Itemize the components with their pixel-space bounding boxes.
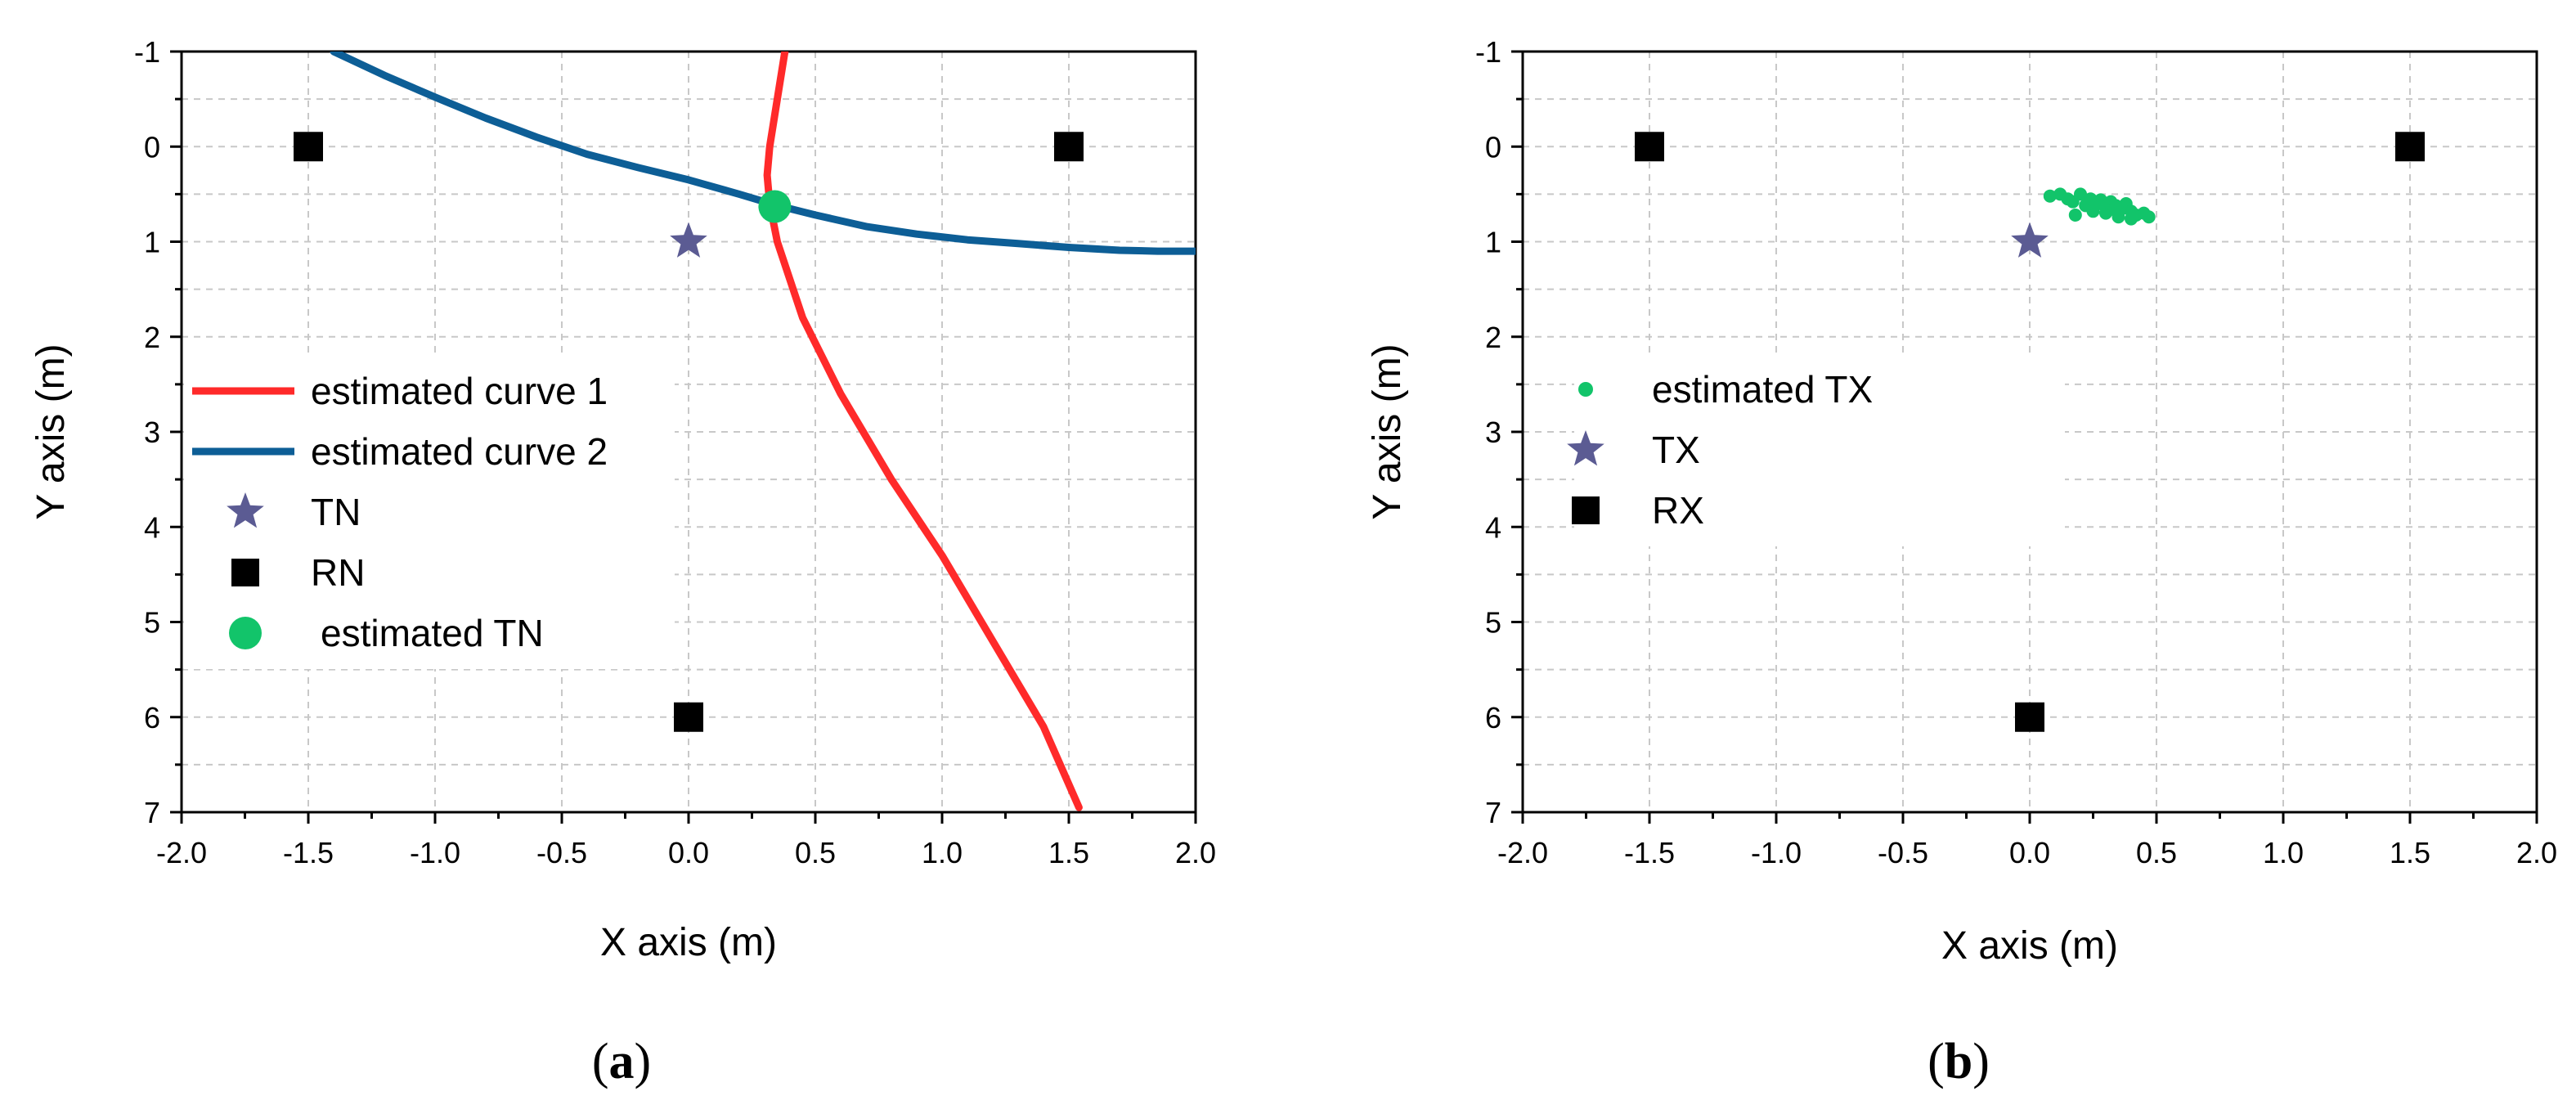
- y-tick-label: 0: [1485, 130, 1501, 164]
- x-tick-label: -0.5: [536, 836, 587, 869]
- ticks: -2.0 -1.5 -1.0 -0.5 0.0 0.5 1.0 1.5 2.0 -1 0 1 2 3 4 5 6…: [134, 35, 1216, 869]
- data-point-square: [294, 132, 323, 162]
- data-point-dot: [2142, 210, 2156, 224]
- data-point-square: [1054, 132, 1084, 162]
- legend-label: estimated TX: [1652, 368, 1873, 411]
- y-tick-label: 3: [1485, 415, 1501, 449]
- panel-label-letter: a: [609, 1034, 635, 1089]
- panel-label-paren-close: ): [1972, 1034, 1990, 1089]
- panel-label-paren-open: (: [592, 1034, 609, 1089]
- x-tick-label: -0.5: [1878, 836, 1928, 869]
- y-tick-label: -1: [134, 35, 160, 69]
- y-tick-label: 6: [1485, 701, 1501, 734]
- x-tick-label: 0.0: [2009, 836, 2050, 869]
- x-tick-label: 2.0: [2516, 836, 2557, 869]
- chart-panel-b: -2.0 -1.5 -1.0 -0.5 0.0 0.5 1.0 1.5 2.0 -1 0 1 2 3 4 5 6…: [1366, 35, 2557, 1089]
- x-axis-label: X axis (m): [600, 921, 777, 964]
- legend-marker: [1572, 496, 1600, 524]
- y-tick-label: 4: [1485, 510, 1501, 544]
- x-tick-label: -1.5: [283, 836, 334, 869]
- y-tick-label: 1: [144, 226, 160, 259]
- x-tick-label: 1.0: [922, 836, 963, 869]
- data-point-dot: [2068, 208, 2082, 222]
- y-tick-label: -1: [1475, 35, 1501, 69]
- legend-marker: [1567, 430, 1604, 466]
- legend-label: RN: [311, 551, 365, 594]
- y-tick-label: 1: [1485, 226, 1501, 259]
- markers-rx: [1635, 132, 2425, 732]
- y-tick-label: 5: [144, 606, 160, 640]
- y-tick-label: 3: [144, 415, 160, 449]
- legend-marker: [229, 617, 262, 649]
- x-tick-label: -2.0: [1497, 836, 1548, 869]
- y-tick-label: 4: [144, 510, 160, 544]
- data-point-square: [1635, 132, 1664, 162]
- data-point-star: [2011, 222, 2049, 258]
- data-point-square: [2015, 702, 2044, 732]
- legend-marker: [227, 492, 264, 528]
- x-tick-label: 2.0: [1175, 836, 1216, 869]
- y-tick-label: 5: [1485, 606, 1501, 640]
- data-point-dot: [2074, 187, 2087, 201]
- x-tick-label: -2.0: [156, 836, 207, 869]
- legend-label: estimated TN: [321, 612, 544, 654]
- y-tick-label: 2: [1485, 321, 1501, 354]
- legend-label: estimated curve 1: [311, 370, 608, 412]
- x-tick-label: 1.0: [2263, 836, 2304, 869]
- chart-panel-a: -2.0 -1.5 -1.0 -0.5 0.0 0.5 1.0 1.5 2.0 -1 0 1 2 3 4 5 6…: [29, 35, 1216, 1089]
- markers-rn: [294, 132, 1084, 732]
- markers-tn: [670, 222, 707, 258]
- series-estimated-curve-1: [763, 52, 1083, 811]
- panel-label: (b): [1928, 1034, 1990, 1089]
- x-tick-label: 1.5: [1048, 836, 1089, 869]
- y-tick-label: 6: [144, 701, 160, 734]
- x-tick-label: 1.5: [2390, 836, 2430, 869]
- panel-label-paren-open: (: [1928, 1034, 1945, 1089]
- data-point-dot: [2094, 197, 2107, 210]
- series-line: [763, 52, 1083, 811]
- data-point-dot: [2043, 189, 2057, 203]
- legend-label: TN: [311, 491, 361, 533]
- ticks: -2.0 -1.5 -1.0 -0.5 0.0 0.5 1.0 1.5 2.0 -1 0 1 2 3 4 5 6…: [1475, 35, 2557, 869]
- y-tick-label: 7: [1485, 796, 1501, 829]
- data-point-dot: [2107, 202, 2120, 216]
- panel-label-letter: b: [1945, 1034, 1972, 1089]
- legend-label: TX: [1652, 429, 1700, 471]
- y-axis-label: Y axis (m): [1366, 344, 1409, 519]
- legend-background: [184, 358, 675, 669]
- x-tick-label: 0.5: [2136, 836, 2177, 869]
- data-point-square: [674, 702, 703, 732]
- legend-marker: [1578, 382, 1593, 397]
- x-tick-label: -1.5: [1624, 836, 1675, 869]
- legend: estimated TX TX RX: [1567, 357, 2065, 546]
- legend-label: estimated curve 2: [311, 430, 608, 473]
- y-axis-label: Y axis (m): [29, 344, 73, 519]
- legend-background: [1574, 357, 2065, 546]
- x-tick-label: 0.0: [668, 836, 709, 869]
- x-axis-label: X axis (m): [1941, 924, 2118, 968]
- markers-estimated-tx: [2043, 187, 2156, 226]
- markers-estimated-tn: [758, 190, 792, 223]
- data-point-star: [670, 222, 707, 258]
- data-point-circle: [758, 190, 792, 223]
- x-tick-label: -1.0: [410, 836, 460, 869]
- legend-marker: [231, 559, 259, 586]
- y-tick-label: 2: [144, 321, 160, 354]
- markers-tx: [2011, 222, 2049, 258]
- y-tick-label: 7: [144, 796, 160, 829]
- legend: estimated curve 1 estimated curve 2 TN RN es…: [184, 358, 675, 669]
- legend-label: RX: [1652, 489, 1704, 532]
- panel-label: (a): [592, 1034, 651, 1089]
- panel-label-paren-close: ): [635, 1034, 652, 1089]
- data-point-square: [2395, 132, 2425, 162]
- y-tick-label: 0: [144, 130, 160, 164]
- x-tick-label: 0.5: [795, 836, 836, 869]
- x-tick-label: -1.0: [1751, 836, 1802, 869]
- data-point-dot: [2125, 212, 2138, 226]
